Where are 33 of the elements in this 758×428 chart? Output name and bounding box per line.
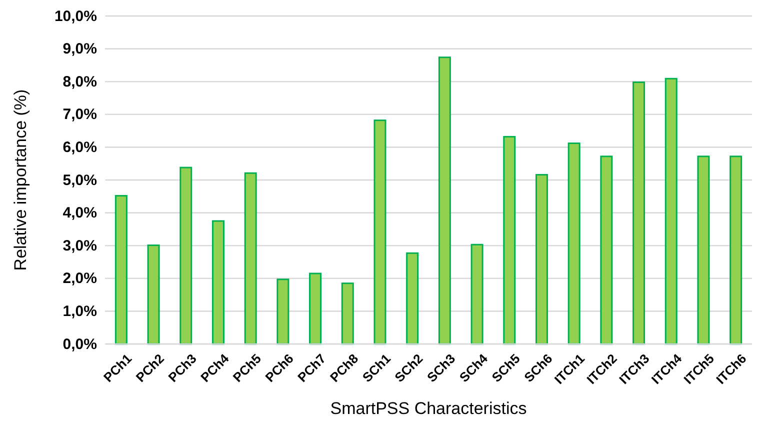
bar	[212, 220, 224, 345]
bar	[730, 156, 742, 345]
bar	[600, 156, 613, 345]
bar	[664, 78, 678, 345]
bar	[438, 56, 451, 345]
y-tick-label: 4,0%	[62, 204, 97, 222]
y-tick-label: 7,0%	[62, 106, 97, 124]
y-tick-label: 9,0%	[62, 40, 97, 58]
x-axis-title: SmartPSS Characteristics	[330, 399, 527, 418]
bar	[374, 120, 386, 345]
y-tick-label: 5,0%	[62, 172, 97, 189]
bar	[244, 172, 257, 345]
bar	[632, 82, 646, 345]
y-tick-label: 8,0%	[62, 73, 97, 90]
bar	[341, 282, 354, 345]
y-tick-label: 1,0%	[62, 303, 97, 320]
bar	[503, 136, 516, 345]
bar	[697, 156, 710, 345]
y-tick-label: 2,0%	[62, 270, 97, 288]
bar	[568, 142, 580, 345]
bar	[180, 166, 192, 345]
bar	[147, 244, 160, 345]
bar	[114, 194, 128, 345]
y-tick-label: 6,0%	[62, 139, 97, 156]
y-tick-label: 10,0%	[54, 8, 97, 25]
bar	[406, 252, 419, 345]
bar	[309, 272, 322, 345]
bar	[470, 244, 484, 345]
bar	[535, 174, 548, 345]
y-tick-label: 3,0%	[62, 237, 97, 254]
y-axis-title: Relative importance (%)	[11, 89, 30, 271]
y-tick-label: 0,0%	[62, 336, 97, 353]
bar	[276, 278, 290, 345]
